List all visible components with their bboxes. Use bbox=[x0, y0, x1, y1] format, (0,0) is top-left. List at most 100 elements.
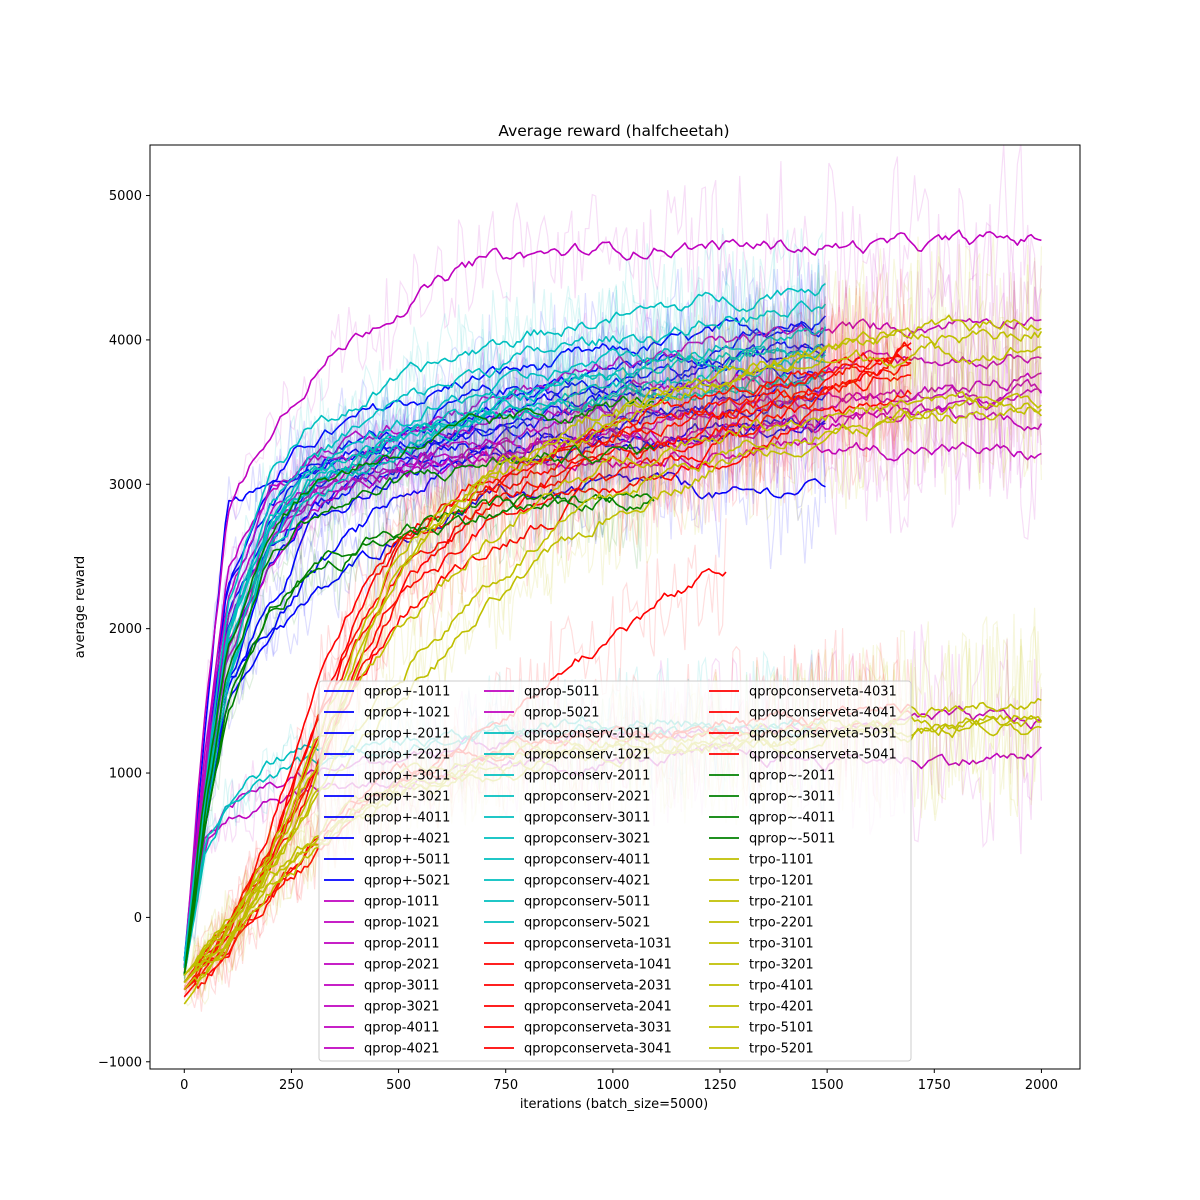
series-noise-qpropconserv-2021 bbox=[183, 313, 826, 970]
x-tick-label: 2000 bbox=[1025, 1078, 1058, 1093]
legend-label: qprop-3021 bbox=[364, 1000, 440, 1015]
legend-label: qpropconserveta-1031 bbox=[524, 937, 672, 952]
legend-label: qprop+-4011 bbox=[364, 811, 450, 826]
legend-label: qprop-1011 bbox=[364, 895, 440, 910]
x-tick-label: 250 bbox=[279, 1078, 304, 1093]
series-line-qprop+-1021 bbox=[183, 317, 826, 961]
legend-label: trpo-5101 bbox=[749, 1021, 814, 1036]
legend-label: trpo-2101 bbox=[749, 895, 814, 910]
x-tick-label: 750 bbox=[493, 1078, 518, 1093]
series-line-qpropconserveta-2041 bbox=[183, 361, 912, 983]
legend-label: qpropconserv-3021 bbox=[524, 832, 650, 847]
series-line-qprop+-2011 bbox=[183, 315, 826, 968]
series-noise-qpropconserv-1011 bbox=[183, 227, 826, 958]
legend-label: trpo-5201 bbox=[749, 1042, 814, 1057]
legend-label: qprop-5021 bbox=[524, 706, 600, 721]
series-noise-qprop~-2011 bbox=[183, 384, 655, 979]
legend-label: qpropconserv-2011 bbox=[524, 769, 650, 784]
series-noise-qpropconserv-1021 bbox=[183, 242, 826, 953]
legend-box bbox=[318, 680, 912, 1062]
legend-label: trpo-2201 bbox=[749, 916, 814, 931]
x-axis-title: iterations (batch_size=5000) bbox=[520, 1097, 708, 1112]
legend-label: qprop~-4011 bbox=[749, 811, 835, 826]
y-tick-label: 0 bbox=[134, 911, 142, 926]
series-noise-qprop+-5021 bbox=[183, 326, 826, 966]
series-noise-qpropconserveta-3041 bbox=[184, 273, 912, 987]
legend: qprop+-1011 qprop+-1021 qprop+-2011 qprop+-… bbox=[318, 680, 912, 1062]
legend-label: qpropconserveta-5041 bbox=[749, 748, 897, 763]
series-line-qprop~-5011 bbox=[183, 492, 655, 976]
y-axis: −1000 0 1000 2000 3000 4000 5000 bbox=[98, 189, 150, 1070]
legend-label: qprop-2011 bbox=[364, 937, 440, 952]
legend-label: qpropconserv-1021 bbox=[524, 748, 650, 763]
x-tick-label: 1250 bbox=[703, 1078, 736, 1093]
series-line-qpropconserveta-2031 bbox=[183, 374, 912, 991]
legend-label: qprop-5011 bbox=[524, 685, 600, 700]
legend-label: qpropconserv-3011 bbox=[524, 811, 650, 826]
legend-label: qprop+-4021 bbox=[364, 832, 450, 847]
plot-frame bbox=[149, 144, 1081, 1070]
series-line-qpropconserv-2021 bbox=[183, 373, 826, 969]
legend-label: qpropconserveta-2041 bbox=[524, 1000, 672, 1015]
legend-label: qprop+-1011 bbox=[364, 685, 450, 700]
series-line-qpropconserveta-3031 bbox=[183, 355, 912, 983]
series-line-qprop+-2021 bbox=[183, 471, 826, 969]
series-noise-qprop~-4011 bbox=[183, 338, 655, 984]
legend-label: trpo-3101 bbox=[749, 937, 814, 952]
series-line-qpropconserv-3011 bbox=[183, 326, 827, 961]
legend-label: qpropconserv-5021 bbox=[524, 916, 650, 931]
y-tick-label: 3000 bbox=[109, 478, 142, 493]
y-tick-label: 1000 bbox=[109, 767, 142, 782]
series-line-qpropconserv-1021 bbox=[183, 300, 827, 961]
legend-label: qprop~-2011 bbox=[749, 769, 835, 784]
series-noise-qpropconserveta-2041 bbox=[183, 304, 912, 982]
legend-label: trpo-1101 bbox=[749, 853, 814, 868]
x-tick-label: 1750 bbox=[918, 1078, 951, 1093]
x-tick-label: 500 bbox=[386, 1078, 411, 1093]
x-axis: 0 250 500 750 1000 1250 1500 1750 2000 bbox=[180, 1069, 1058, 1093]
series-line-qprop~-4011 bbox=[183, 395, 655, 976]
series-noise-qprop+-4011 bbox=[183, 279, 826, 982]
legend-label: qpropconserv-4021 bbox=[524, 874, 650, 889]
legend-label: qpropconserveta-4031 bbox=[749, 685, 897, 700]
legend-label: qprop+-1021 bbox=[364, 706, 450, 721]
legend-label: qpropconserveta-4041 bbox=[749, 706, 897, 721]
series-noise-qpropconserv-5021 bbox=[183, 303, 826, 977]
legend-label: qpropconserv-4011 bbox=[524, 853, 650, 868]
legend-label: qprop~-5011 bbox=[749, 832, 835, 847]
legend-label: qpropconserveta-5031 bbox=[749, 727, 897, 742]
series-line-qpropconserv-1011 bbox=[183, 282, 826, 961]
legend-label: trpo-1201 bbox=[749, 874, 814, 889]
legend-label: qpropconserveta-2031 bbox=[524, 979, 672, 994]
series-line-qprop-5011 bbox=[183, 372, 1042, 968]
legend-label: qpropconserveta-3031 bbox=[524, 1021, 672, 1036]
series-line-qpropconserveta-1031 bbox=[183, 353, 912, 998]
legend-label: trpo-4201 bbox=[749, 1000, 814, 1015]
x-tick-label: 1000 bbox=[596, 1078, 629, 1093]
series-noise-qprop+-2021 bbox=[183, 424, 826, 971]
series-line-qpropconserv-5011 bbox=[183, 343, 826, 961]
legend-label: qpropconserv-2021 bbox=[524, 790, 650, 805]
legend-label: qprop+-5021 bbox=[364, 874, 450, 889]
chart-title: Average reward (halfcheetah) bbox=[498, 122, 729, 140]
y-axis-title: average reward bbox=[73, 556, 88, 658]
series-noise-qprop-5021 bbox=[183, 281, 1042, 973]
series-noise-qpropconserv-5011 bbox=[183, 265, 826, 964]
series-line-qpropconserveta-5041 bbox=[183, 389, 912, 983]
legend-label: qprop+-3021 bbox=[364, 790, 450, 805]
legend-label: qprop-1021 bbox=[364, 916, 440, 931]
series-noise-qprop-3021 bbox=[183, 322, 1042, 971]
legend-label: qprop+-2011 bbox=[364, 727, 450, 742]
legend-label: qprop-3011 bbox=[364, 979, 440, 994]
x-tick-label: 0 bbox=[180, 1078, 188, 1093]
y-tick-label: 4000 bbox=[109, 333, 142, 348]
legend-label: qprop~-3011 bbox=[749, 790, 835, 805]
x-tick-label: 1500 bbox=[811, 1078, 844, 1093]
legend-label: qpropconserveta-3041 bbox=[524, 1042, 672, 1057]
y-tick-label: 5000 bbox=[109, 189, 142, 204]
series-noise-qprop+-4021 bbox=[183, 311, 826, 967]
legend-label: qprop+-2021 bbox=[364, 748, 450, 763]
legend-label: qpropconserv-5011 bbox=[524, 895, 650, 910]
y-tick-label: −1000 bbox=[98, 1055, 142, 1070]
